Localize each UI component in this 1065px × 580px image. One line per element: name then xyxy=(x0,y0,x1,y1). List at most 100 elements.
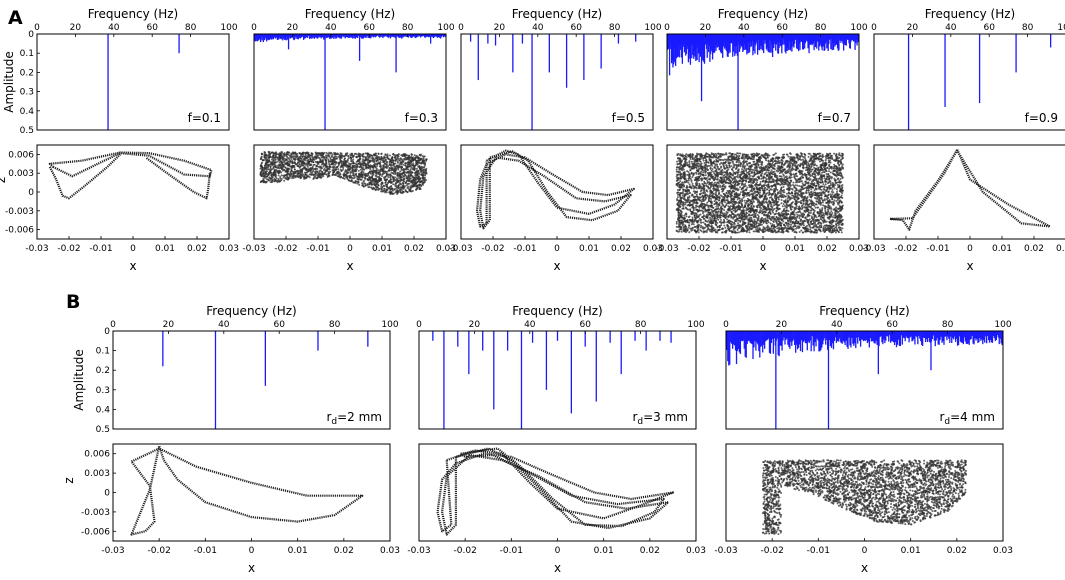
x-axis-label: Frequency (Hz) xyxy=(718,7,809,21)
trajectory-point xyxy=(341,156,343,158)
trajectory-point xyxy=(276,180,278,182)
trajectory-point xyxy=(333,171,335,173)
trajectory-point xyxy=(371,176,373,178)
trajectory-point xyxy=(379,188,381,190)
trajectory-point xyxy=(329,160,331,162)
trajectory-point xyxy=(758,223,760,225)
trajectory-point xyxy=(384,176,386,178)
trajectory-point xyxy=(306,152,308,154)
trajectory-point xyxy=(375,153,377,155)
trajectory-point xyxy=(280,161,282,163)
trajectory-point xyxy=(292,153,294,155)
trajectory-point xyxy=(271,175,273,177)
trajectory-point xyxy=(363,160,365,162)
spectrum-plot-0: 0 20 40 60 80 100Frequency (Hz)00.10.20.30.40… xyxy=(2,7,238,136)
trajectory-point xyxy=(401,189,403,191)
trajectory-point xyxy=(760,178,762,180)
trajectory-point xyxy=(369,155,371,157)
trajectory-point xyxy=(292,162,294,164)
y-tick-label: -0.003 xyxy=(5,207,34,217)
trajectory-point xyxy=(303,176,305,178)
trajectory-point xyxy=(401,166,403,168)
trajectory-point xyxy=(417,160,419,162)
trajectory-point xyxy=(393,160,395,162)
trajectory-point xyxy=(274,159,276,161)
trajectory-point xyxy=(362,168,364,170)
panel-annotation: f=0.5 xyxy=(612,111,645,125)
trajectory-point xyxy=(285,174,287,176)
trajectory-point xyxy=(394,157,396,159)
trajectory-point xyxy=(402,185,404,187)
trajectory-point xyxy=(718,192,720,194)
x-tick-label: 0.02 xyxy=(187,244,207,254)
trajectory-point xyxy=(392,183,394,185)
trajectory-point xyxy=(379,170,381,172)
trajectory-point xyxy=(290,158,292,160)
trajectory-point xyxy=(377,169,379,171)
trajectory-point xyxy=(367,163,369,165)
trajectory-point xyxy=(334,169,336,171)
trajectory-point xyxy=(410,190,412,192)
trajectory-point xyxy=(277,170,279,172)
trajectory-point xyxy=(415,188,417,190)
trajectory-point xyxy=(779,172,781,174)
trajectory-point xyxy=(292,151,294,153)
trajectory-point xyxy=(325,154,327,156)
trajectory-point xyxy=(289,171,291,173)
trajectory-point xyxy=(426,158,428,160)
panel-annotation: f=0.1 xyxy=(188,111,221,125)
trajectory-point xyxy=(304,164,306,166)
trajectory-point xyxy=(766,192,768,194)
trajectory-point xyxy=(316,168,318,170)
phase-plot-1: -0.03 -0.02 -0.01 0 0.01 0.02 0.03x xyxy=(242,145,456,273)
trajectory-point xyxy=(278,180,280,182)
trajectory-point xyxy=(275,154,277,156)
trajectory-point xyxy=(326,157,328,159)
trajectory-point xyxy=(388,187,390,189)
trajectory-point xyxy=(723,209,725,211)
trajectory-point xyxy=(329,168,331,170)
trajectory-point xyxy=(408,162,410,164)
trajectory-point xyxy=(350,157,352,159)
trajectory-point xyxy=(280,171,282,173)
trajectory-point xyxy=(317,152,319,154)
trajectory-point xyxy=(389,163,391,165)
trajectory-point xyxy=(264,177,266,179)
trajectory-point xyxy=(260,172,262,174)
trajectory-point xyxy=(287,171,289,173)
trajectory-loop xyxy=(146,158,210,199)
trajectory-point xyxy=(391,156,393,158)
trajectory-loop xyxy=(480,151,630,228)
x-tick-label: 80 xyxy=(402,23,414,33)
trajectory-point xyxy=(740,191,742,193)
trajectory-point xyxy=(792,182,794,184)
trajectory-point xyxy=(701,179,703,181)
trajectory-point xyxy=(332,166,334,168)
x-tick-label: 100 xyxy=(437,23,454,33)
trajectory-point xyxy=(315,174,317,176)
trajectory-point xyxy=(352,156,354,158)
trajectory-point xyxy=(390,167,392,169)
trajectory-point xyxy=(392,169,394,171)
trajectory-point xyxy=(263,155,265,157)
trajectory-point xyxy=(353,175,355,177)
x-tick-label: 0.03 xyxy=(219,244,239,254)
trajectory-point xyxy=(315,171,317,173)
trajectory-point xyxy=(383,157,385,159)
trajectory-point xyxy=(356,153,358,155)
trajectory-point xyxy=(395,182,397,184)
trajectory-point xyxy=(305,154,307,156)
trajectory-point xyxy=(692,174,694,176)
trajectory-point xyxy=(339,156,341,158)
trajectory-point xyxy=(423,160,425,162)
trajectory-point xyxy=(299,152,301,154)
trajectory-point xyxy=(404,178,406,180)
x-axis-label: x xyxy=(346,259,353,273)
trajectory-point xyxy=(423,166,425,168)
trajectory-point xyxy=(783,208,785,210)
trajectory-point xyxy=(260,175,262,177)
trajectory-point xyxy=(385,190,387,192)
trajectory-point xyxy=(311,153,313,155)
trajectory-point xyxy=(382,173,384,175)
trajectory-point xyxy=(373,187,375,189)
